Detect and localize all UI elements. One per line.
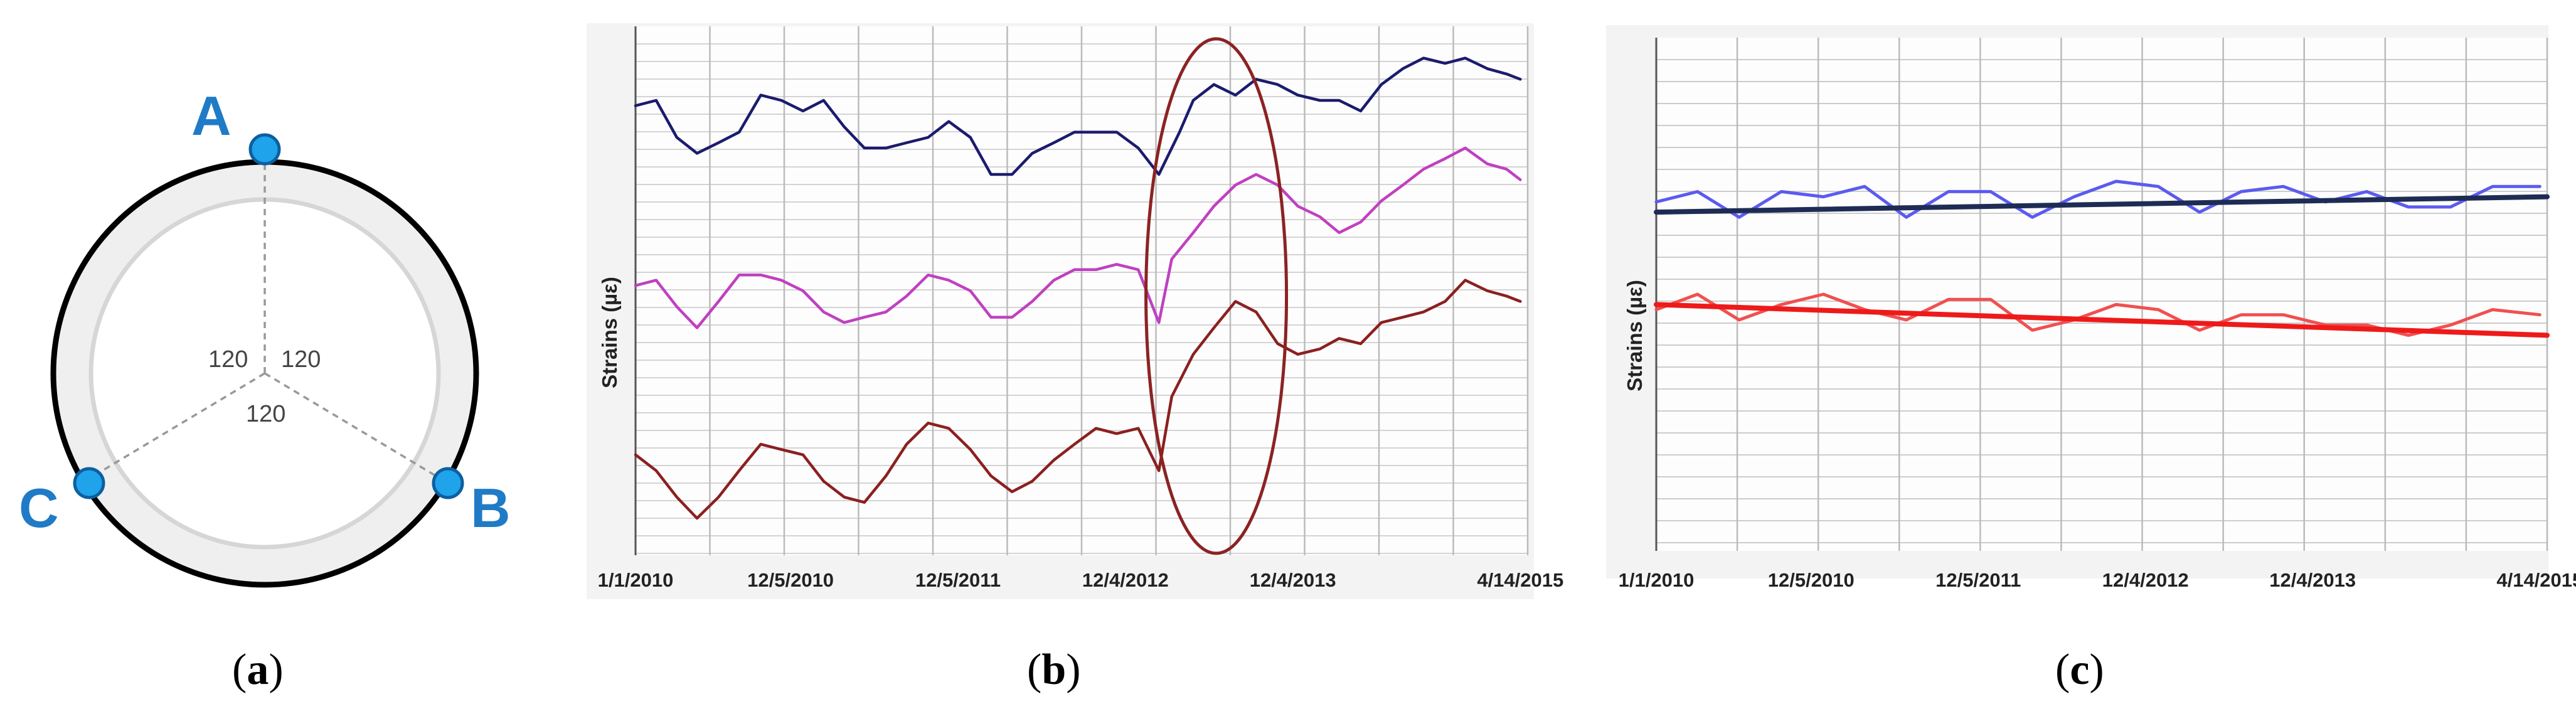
panel-label-c: (c) <box>2055 646 2104 694</box>
trend-line <box>1654 302 2550 338</box>
x-tick-label: 12/5/2010 <box>1768 569 1855 591</box>
x-tick-label: 12/4/2012 <box>2102 569 2189 591</box>
radius-line-c <box>81 372 265 484</box>
x-tick-label: 4/14/2015 <box>1477 569 1563 591</box>
sensor-dot-c <box>73 467 105 499</box>
sensor-ring-diagram: A B C 120 120 120 <box>19 85 511 588</box>
x-tick-label: 12/5/2011 <box>1935 569 2021 591</box>
angle-label-bottom: 120 <box>246 401 285 427</box>
radius-line-b <box>264 372 449 484</box>
panel-label-a-open: ( <box>232 646 247 694</box>
sensor-label-a: A <box>191 85 232 147</box>
series-line <box>634 146 1522 329</box>
sensor-label-b: B <box>471 477 511 539</box>
panel-label-b-open: ( <box>1027 646 1041 694</box>
x-tick-label: 12/4/2013 <box>1250 569 1336 591</box>
y-axis-label: Strains (µε) <box>1623 280 1646 392</box>
sensor-dot-a <box>248 133 281 166</box>
panel-label-b-close: ) <box>1066 646 1080 694</box>
angle-label-left: 120 <box>208 346 248 373</box>
panel-label-c-letter: c <box>2070 646 2089 694</box>
panel-label-c-open: ( <box>2055 646 2070 694</box>
x-tick-label: 4/14/2015 <box>2496 569 2576 591</box>
x-tick-label: 12/4/2013 <box>2269 569 2356 591</box>
series-line <box>634 279 1522 520</box>
x-tick-label: 12/5/2010 <box>747 569 834 591</box>
sensor-label-c: C <box>19 477 59 539</box>
x-tick-label: 12/5/2011 <box>915 569 1001 591</box>
panel-label-b: (b) <box>1027 646 1081 694</box>
panel-label-a-letter: a <box>247 646 269 694</box>
y-axis-label: Strains (µε) <box>598 277 621 388</box>
x-tick-label: 12/4/2012 <box>1082 569 1169 591</box>
plot-area <box>1656 38 2547 551</box>
trend-line <box>1654 194 2550 215</box>
angle-label-right: 120 <box>281 346 321 373</box>
x-tick-label: 1/1/2010 <box>598 569 674 591</box>
chart-c: 1/1/2010 12/5/2010 12/5/2011 12/4/2012 12/4/… <box>1606 25 2576 591</box>
panel-label-c-close: ) <box>2089 646 2104 694</box>
x-tick-label: 1/1/2010 <box>1619 569 1695 591</box>
chart-b: 1/1/2010 12/5/2010 12/5/2011 12/4/2012 12/4/… <box>587 23 1563 599</box>
series-line <box>634 56 1522 176</box>
panel-label-a: (a) <box>232 646 284 694</box>
highlight-ellipse <box>1144 37 1289 555</box>
panel-label-a-close: ) <box>269 646 283 694</box>
sensor-dot-b <box>432 467 464 499</box>
panel-label-b-letter: b <box>1041 646 1066 694</box>
